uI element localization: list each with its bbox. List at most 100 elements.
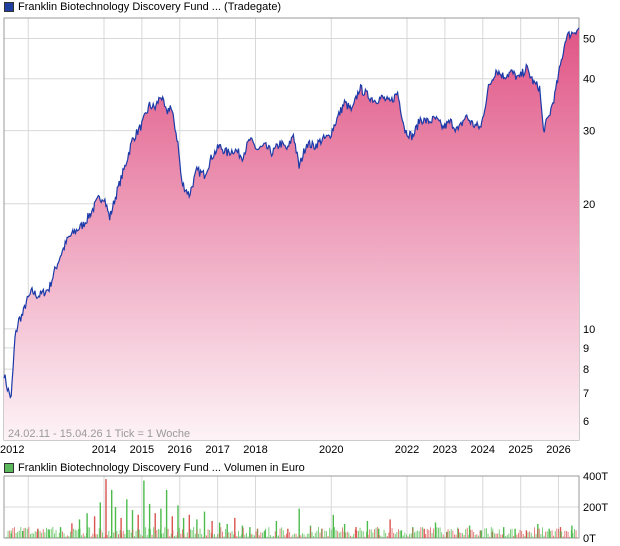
volume-bar [571,525,573,538]
volume-bar-minor [270,535,271,538]
volume-bar-minor [218,533,220,538]
volume-bar-minor [38,530,39,538]
volume-bar-minor [134,536,135,538]
volume-bar [71,523,73,538]
volume-bar-minor [498,529,500,538]
volume-bar-minor [226,533,228,538]
volume-bar-minor [305,536,307,538]
volume-bar-minor [566,531,567,538]
volume-bar-minor [546,531,548,538]
volume-bar-minor [482,537,484,538]
volume-bar-minor [497,533,499,538]
volume-bar-minor [185,536,187,538]
volume-bar-minor [209,530,211,538]
price-y-tick-label: 7 [583,388,589,400]
volume-bar-minor [364,536,366,538]
volume-bar-minor [138,529,140,538]
volume-bar-minor [151,534,153,538]
volume-bar-minor [145,527,147,538]
volume-bar-minor [230,532,231,538]
volume-bar-minor [114,532,116,538]
volume-bar-minor [60,528,62,538]
volume-bar-minor [129,530,131,538]
volume-bar-minor [86,533,87,538]
volume-bar-minor [332,528,334,538]
volume-bar-minor [348,532,350,538]
volume-bar-minor [303,534,305,538]
volume-bar-minor [233,534,235,538]
volume-bar-minor [521,531,523,538]
volume-bar-minor [158,529,159,538]
volume-bar-minor [234,532,236,538]
volume-bar-minor [378,535,380,538]
volume-bar-minor [361,530,363,538]
volume-bar-minor [201,534,203,538]
volume-bar-minor [343,531,345,538]
volume-bar [343,524,346,538]
volume-bar-minor [369,529,371,538]
volume-bar-minor [250,534,252,538]
volume-bar-minor [140,534,142,538]
volume-bar-minor [225,529,227,538]
volume-bar-minor [551,530,553,538]
date-range-caption: 24.02.11 - 15.04.26 1 Tick = 1 Woche [8,428,190,440]
volume-bar-minor [262,532,263,538]
volume-bar-minor [314,532,316,538]
volume-bar-minor [57,536,59,538]
volume-bar-minor [231,531,233,538]
volume-bar-minor [254,535,255,538]
price-y-tick-label: 8 [583,364,589,376]
price-x-tick-label: 2020 [319,444,343,456]
volume-y-tick-label: 0T [583,533,596,545]
volume-bar [137,514,139,539]
volume-bar-minor [465,529,467,538]
volume-bar-minor [404,532,406,538]
volume-bar-minor [87,527,89,538]
price-legend-swatch [4,2,14,12]
volume-bar-minor [206,535,207,538]
volume-bar-minor [561,531,563,538]
price-x-tick-label: 2015 [130,444,154,456]
volume-bar-minor [202,536,204,538]
volume-bar-minor [175,535,177,538]
price-x-tick-label: 2014 [92,444,116,456]
volume-bar-minor [508,533,510,538]
volume-bar-minor [420,527,422,538]
volume-bar-minor [308,533,310,538]
volume-bar-minor [170,533,172,538]
volume-bar-minor [492,528,494,538]
volume-bar-minor [534,527,535,538]
volume-bar-minor [100,530,102,538]
volume-bar-minor [487,533,489,538]
volume-bar-minor [118,534,119,538]
volume-bar-minor [193,527,195,538]
volume-bar-minor [94,536,95,538]
volume-bar-minor [306,533,308,538]
volume-bar-minor [63,533,65,538]
volume-bar-minor [124,533,126,538]
volume-bar-minor [132,529,134,538]
price-x-tick-label: 2017 [205,444,229,456]
volume-bar-minor [346,531,348,538]
volume-bar-minor [58,532,60,538]
volume-bar-minor [228,532,230,538]
volume-bar-minor [191,530,193,538]
volume-bar-minor [519,529,521,538]
volume-bar-minor [260,532,262,538]
volume-bar-minor [442,534,444,538]
volume-bar [264,530,266,539]
volume-bar-minor [356,530,358,538]
volume-bar-minor [393,532,395,538]
volume-bar-minor [300,535,302,538]
volume-bar [355,527,357,538]
volume-bar-minor [396,532,398,538]
volume-bar-minor [28,527,30,538]
volume-bar-minor [522,534,524,538]
volume-bar-minor [567,531,569,538]
volume-bar-minor [108,530,110,538]
volume-bar-minor [556,528,558,538]
volume-bar-minor [518,532,519,538]
volume-bar-minor [274,531,276,538]
volume-bar-minor [335,529,337,538]
volume-bar-minor [89,527,91,538]
